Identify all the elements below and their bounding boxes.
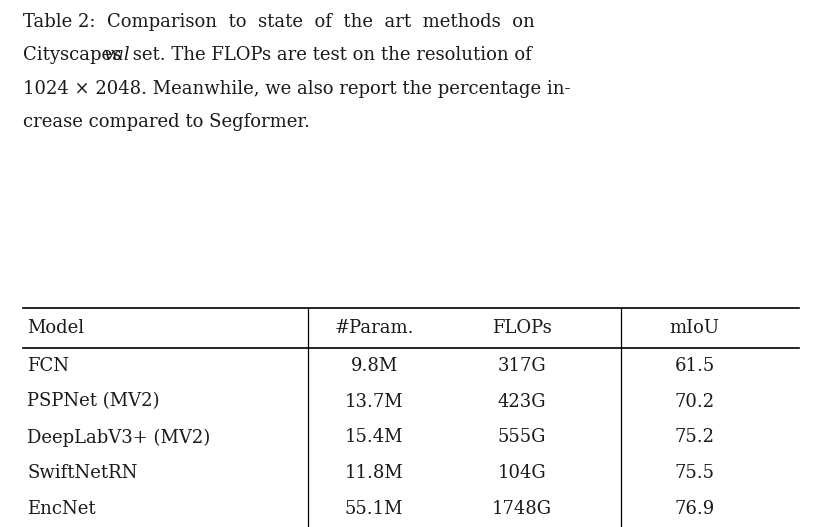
Text: PSPNet (MV2): PSPNet (MV2)	[27, 393, 159, 411]
Text: Table 2:  Comparison  to  state  of  the  art  methods  on: Table 2: Comparison to state of the art …	[23, 13, 535, 31]
Text: 9.8M: 9.8M	[350, 357, 398, 375]
Text: crease compared to Segformer.: crease compared to Segformer.	[23, 113, 310, 131]
Text: 11.8M: 11.8M	[344, 464, 404, 482]
Text: 75.2: 75.2	[675, 428, 714, 446]
Text: 61.5: 61.5	[675, 357, 714, 375]
Text: 1748G: 1748G	[492, 500, 552, 518]
Text: set. The FLOPs are test on the resolution of: set. The FLOPs are test on the resolutio…	[127, 46, 531, 64]
Text: 55.1M: 55.1M	[344, 500, 404, 518]
Text: DeepLabV3+ (MV2): DeepLabV3+ (MV2)	[27, 428, 210, 446]
Text: 423G: 423G	[497, 393, 547, 411]
Text: FCN: FCN	[27, 357, 69, 375]
Text: 70.2: 70.2	[675, 393, 714, 411]
Text: Model: Model	[27, 319, 84, 337]
Text: Cityscapes: Cityscapes	[23, 46, 127, 64]
Text: #Param.: #Param.	[335, 319, 413, 337]
Text: 75.5: 75.5	[675, 464, 714, 482]
Text: 76.9: 76.9	[675, 500, 714, 518]
Text: FLOPs: FLOPs	[492, 319, 552, 337]
Text: 1024 × 2048. Meanwhile, we also report the percentage in-: 1024 × 2048. Meanwhile, we also report t…	[23, 80, 570, 97]
Text: 104G: 104G	[497, 464, 547, 482]
Text: 317G: 317G	[497, 357, 547, 375]
Text: 555G: 555G	[498, 428, 546, 446]
Text: EncNet: EncNet	[27, 500, 95, 518]
Text: val: val	[104, 46, 130, 64]
Text: mIoU: mIoU	[670, 319, 719, 337]
Text: 15.4M: 15.4M	[344, 428, 404, 446]
Text: SwiftNetRN: SwiftNetRN	[27, 464, 137, 482]
Text: 13.7M: 13.7M	[344, 393, 404, 411]
